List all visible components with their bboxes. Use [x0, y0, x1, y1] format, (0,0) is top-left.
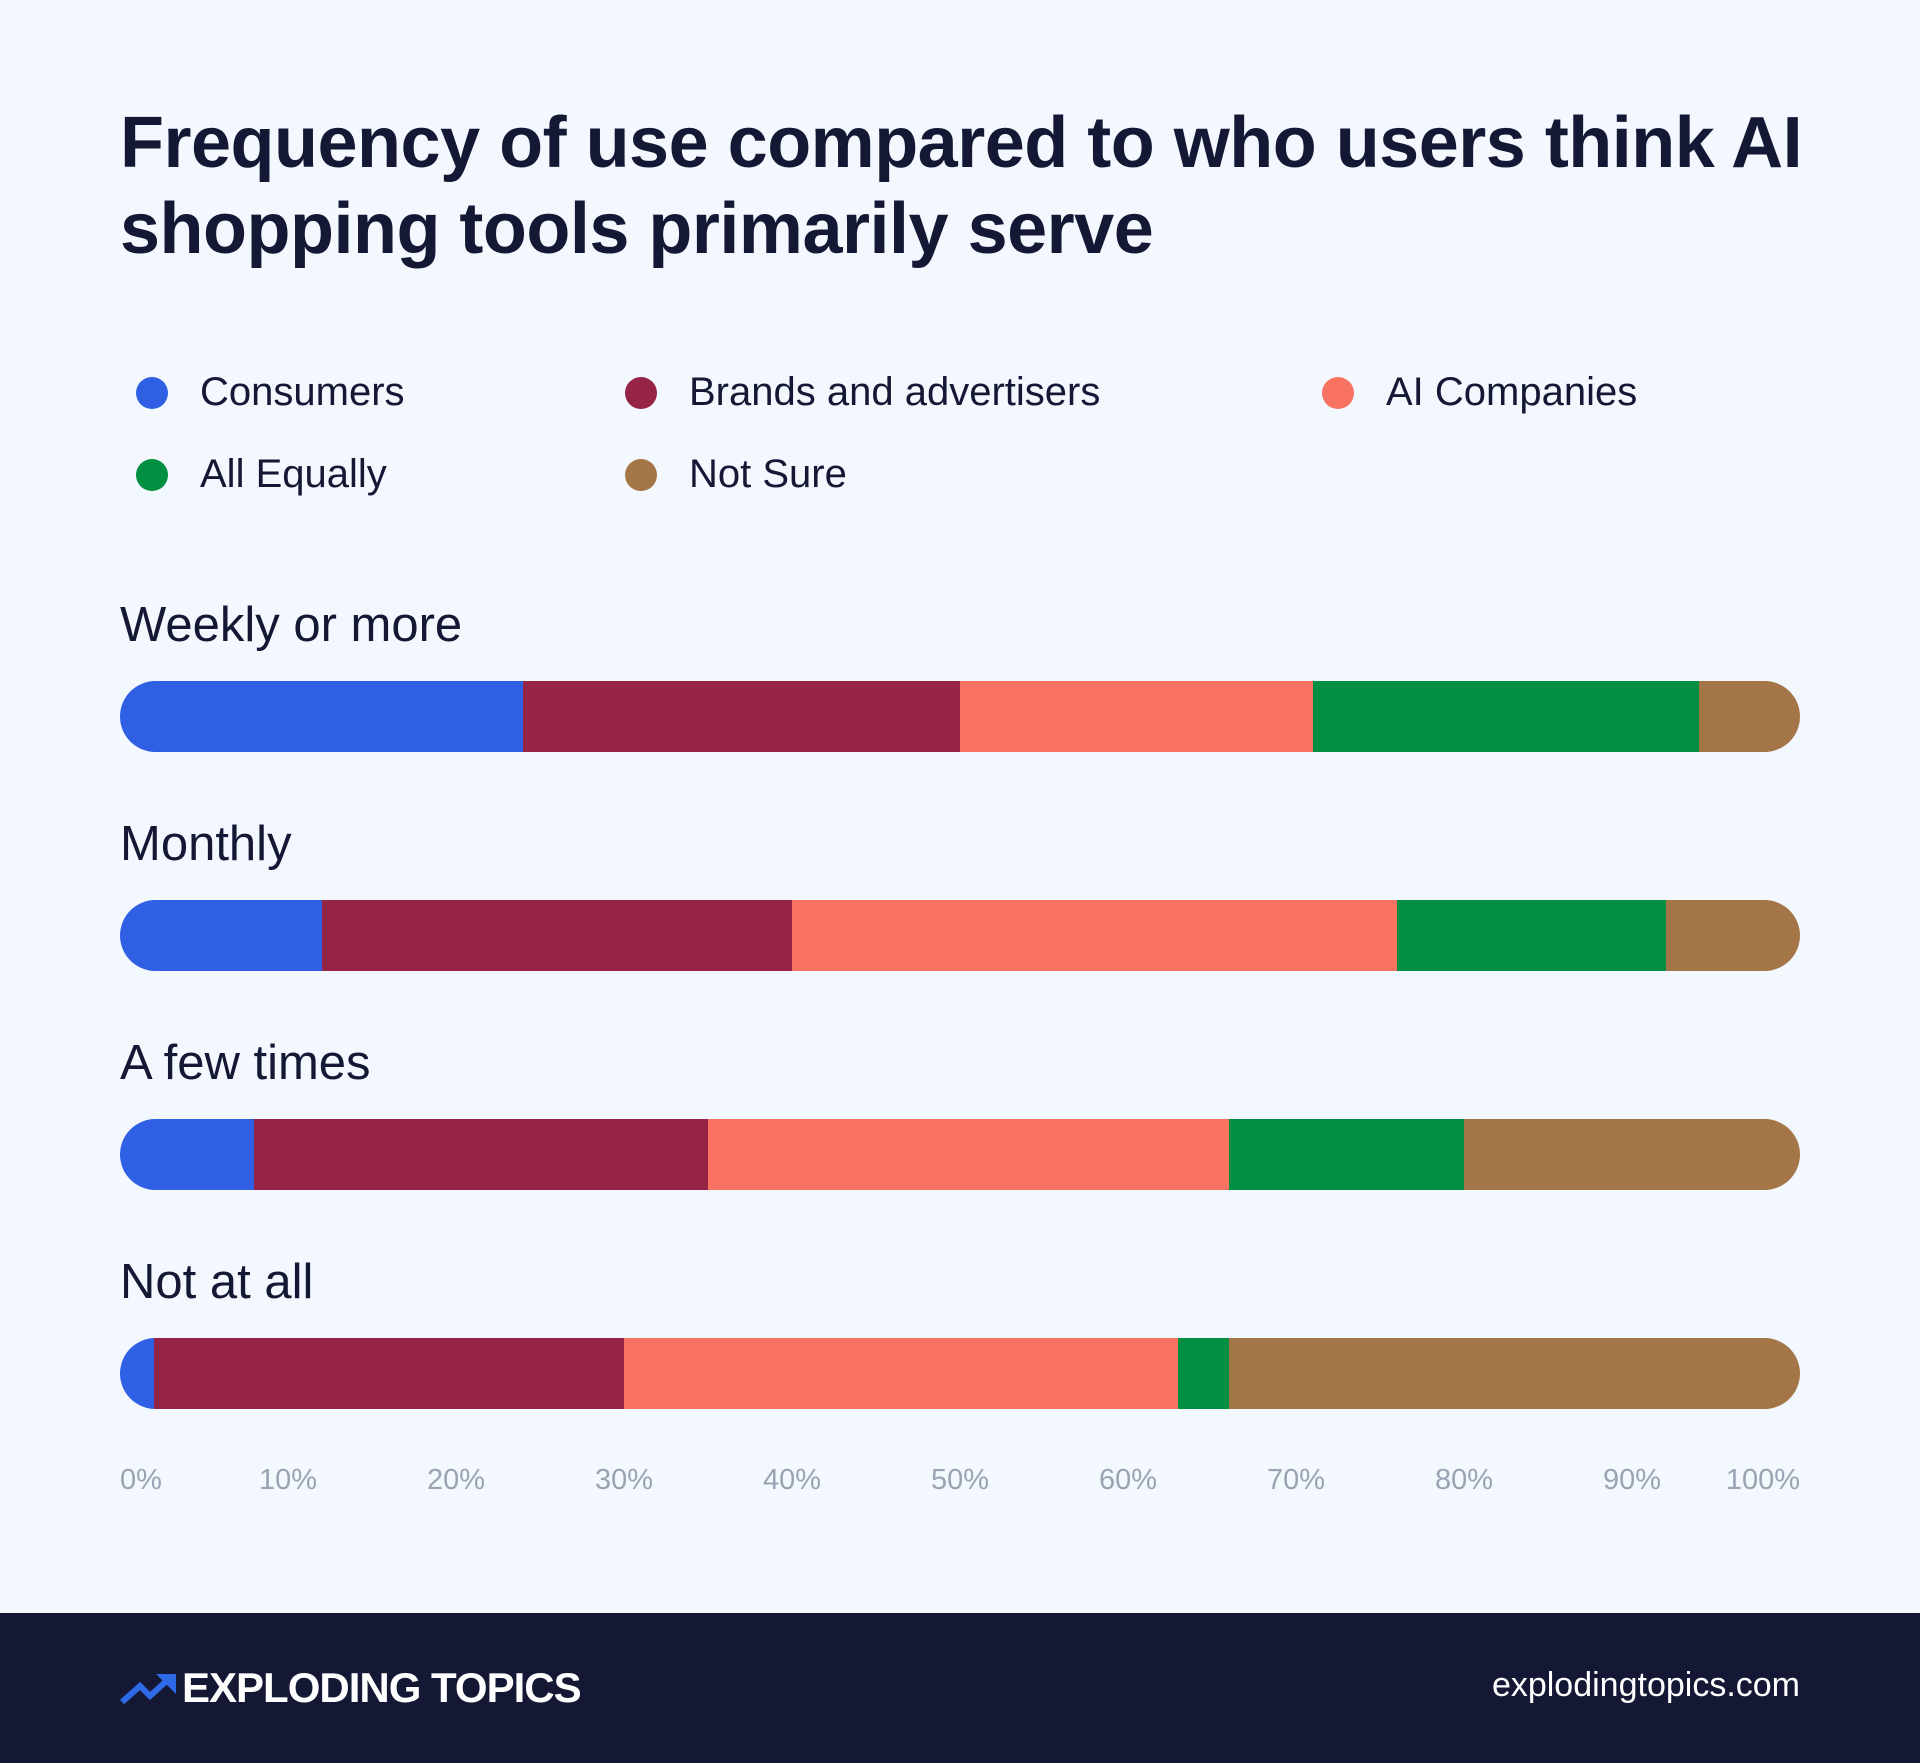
x-tick-label: 50%	[930, 1464, 990, 1496]
legend-item: Not Sure	[625, 452, 847, 497]
legend-swatch	[136, 376, 168, 409]
x-tick-label: 90%	[1602, 1464, 1662, 1496]
bar-segment	[1178, 1338, 1229, 1409]
stacked-bar	[120, 1119, 1800, 1190]
bar-segment	[120, 1338, 154, 1409]
x-tick-label: 0%	[120, 1464, 162, 1496]
bar-segment	[791, 900, 1397, 971]
bar-segment	[959, 681, 1313, 752]
category-label: Not at all	[120, 1255, 314, 1309]
legend-item: Consumers	[136, 370, 405, 415]
site-url[interactable]: explodingtopics.com	[1491, 1666, 1800, 1704]
bar-segment	[120, 1119, 255, 1190]
x-tick-label: 20%	[426, 1464, 486, 1496]
x-tick-label: 10%	[258, 1464, 318, 1496]
footer: EXPLODING TOPICS explodingtopics.com	[0, 1613, 1920, 1763]
stacked-bar	[120, 681, 1800, 752]
stacked-bar	[120, 1338, 1800, 1409]
bar-segment	[1699, 681, 1800, 752]
bar-segment	[623, 1338, 1179, 1409]
brand-logo[interactable]: EXPLODING TOPICS	[120, 1664, 582, 1712]
legend-label: Brands and advertisers	[689, 370, 1101, 414]
legend-swatch	[1322, 376, 1354, 409]
category-label: Monthly	[120, 817, 292, 871]
legend-item: Brands and advertisers	[625, 370, 1100, 415]
legend-label: Not Sure	[689, 452, 847, 496]
category-label: Weekly or more	[120, 598, 463, 652]
legend-label: All Equally	[200, 452, 387, 496]
bar-segment	[321, 900, 792, 971]
legend-label: Consumers	[200, 370, 405, 414]
stacked-bar	[120, 900, 1800, 971]
chart-title: Frequency of use compared to who users t…	[120, 103, 1803, 269]
bar-segment	[1396, 900, 1666, 971]
trend-arrow-icon	[120, 1673, 176, 1704]
x-tick-label: 100%	[1725, 1464, 1800, 1496]
bar-segment	[120, 900, 322, 971]
bar-segment	[153, 1338, 624, 1409]
x-tick-label: 70%	[1266, 1464, 1326, 1496]
bar-segment	[1228, 1338, 1800, 1409]
legend-swatch	[136, 458, 168, 491]
x-tick-label: 30%	[594, 1464, 654, 1496]
bar-segment	[1665, 900, 1800, 971]
x-tick-label: 80%	[1434, 1464, 1494, 1496]
legend-label: AI Companies	[1386, 370, 1638, 414]
bar-segment	[1312, 681, 1700, 752]
bar-segment	[1228, 1119, 1464, 1190]
x-tick-label: 60%	[1098, 1464, 1158, 1496]
legend-item: All Equally	[136, 452, 387, 497]
bar-segment	[523, 681, 960, 752]
brand-name: EXPLODING TOPICS	[182, 1664, 582, 1711]
bar-segment	[1463, 1119, 1800, 1190]
x-tick-label: 40%	[762, 1464, 822, 1496]
bar-segment	[120, 681, 524, 752]
legend-item: AI Companies	[1322, 370, 1637, 415]
legend-swatch	[625, 376, 657, 409]
bar-segment	[254, 1119, 708, 1190]
bar-segment	[707, 1119, 1229, 1190]
category-label: A few times	[120, 1036, 371, 1090]
legend-swatch	[625, 458, 657, 491]
